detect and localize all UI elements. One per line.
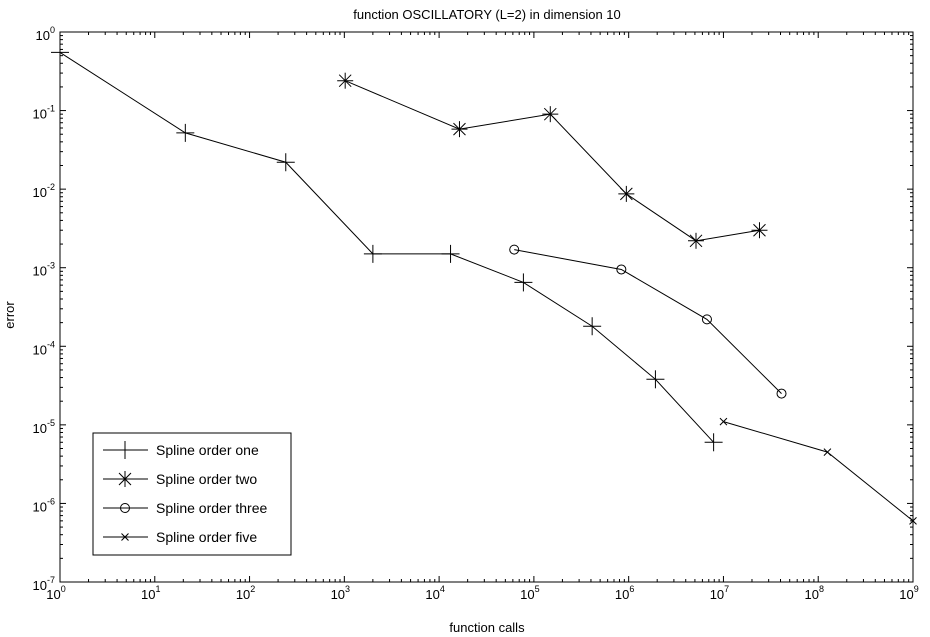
- legend-entry: Spline order three: [103, 500, 268, 516]
- x-tick-label: 107: [710, 584, 729, 602]
- data-point: [451, 121, 468, 138]
- data-point: [337, 72, 354, 89]
- x-axis: 100 101 102 103 104 105 106 107 108 109: [46, 32, 919, 602]
- y-axis: 100 10-1 10-2 10-3 10-4 10-5 10-6 10-7: [33, 25, 913, 593]
- series-3: [509, 244, 787, 399]
- plot-border: [59, 31, 914, 583]
- plot-frame: [59, 31, 914, 583]
- legend-label: Spline order two: [156, 471, 257, 487]
- x-axis-label: function calls: [449, 620, 525, 635]
- data-point: [823, 448, 832, 456]
- legend-label: Spline order three: [156, 500, 268, 516]
- x-tick-label: 100: [46, 584, 65, 602]
- y-tick-label: 10-7: [33, 575, 55, 593]
- data-point: [688, 232, 705, 249]
- data-point: [441, 244, 460, 263]
- x-tick-label: 103: [331, 584, 350, 602]
- legend-marker: [116, 441, 134, 459]
- x-tick-label: 104: [425, 584, 444, 602]
- legend-box: [92, 432, 292, 556]
- y-tick-label: 100: [36, 25, 55, 43]
- data-point: [701, 314, 712, 325]
- x-tick-label: 108: [804, 584, 823, 602]
- series-2: [337, 72, 768, 249]
- legend-label: Spline order five: [156, 529, 257, 545]
- data-point: [719, 417, 728, 426]
- series-line: [344, 80, 760, 242]
- data-point: [276, 153, 295, 172]
- x-tick-label: 102: [236, 584, 255, 602]
- data-point: [514, 273, 533, 292]
- x-tick-label: 106: [615, 584, 634, 602]
- plot-series: [51, 43, 917, 525]
- legend-entry: Spline order two: [103, 471, 257, 487]
- y-tick-label: 10-2: [33, 182, 55, 200]
- data-point: [751, 222, 768, 239]
- x-tick-label: 101: [141, 584, 160, 602]
- data-point: [509, 244, 520, 255]
- data-point: [176, 123, 195, 142]
- y-tick-label: 10-5: [33, 418, 55, 436]
- y-tick-label: 10-1: [33, 104, 55, 122]
- data-point: [542, 106, 559, 123]
- y-axis-label: error: [2, 301, 17, 329]
- y-tick-label: 10-6: [33, 496, 55, 514]
- y-tick-label: 10-4: [33, 339, 55, 357]
- x-tick-label: 105: [520, 584, 539, 602]
- series-4: [719, 417, 917, 525]
- data-point: [363, 244, 382, 263]
- series-line: [514, 249, 782, 394]
- legend-entry: Spline order one: [103, 441, 259, 459]
- data-point: [583, 317, 602, 336]
- data-point: [909, 517, 917, 525]
- legend-entry: Spline order five: [103, 529, 257, 545]
- x-tick-label: 109: [899, 584, 918, 602]
- series-1: [51, 43, 723, 452]
- chart-title: function OSCILLATORY (L=2) in dimension …: [353, 7, 621, 22]
- data-point: [616, 264, 627, 275]
- legend: Spline order one Spline order two Spline o…: [92, 432, 292, 556]
- legend-marker: [117, 471, 133, 487]
- y-tick-label: 10-3: [33, 261, 55, 279]
- legend-label: Spline order one: [156, 442, 259, 458]
- legend-marker: [121, 533, 129, 541]
- data-point: [618, 185, 635, 202]
- data-point: [51, 43, 69, 62]
- data-point: [704, 433, 723, 452]
- legend-marker: [120, 503, 130, 513]
- data-point: [776, 388, 787, 399]
- data-point: [646, 370, 665, 389]
